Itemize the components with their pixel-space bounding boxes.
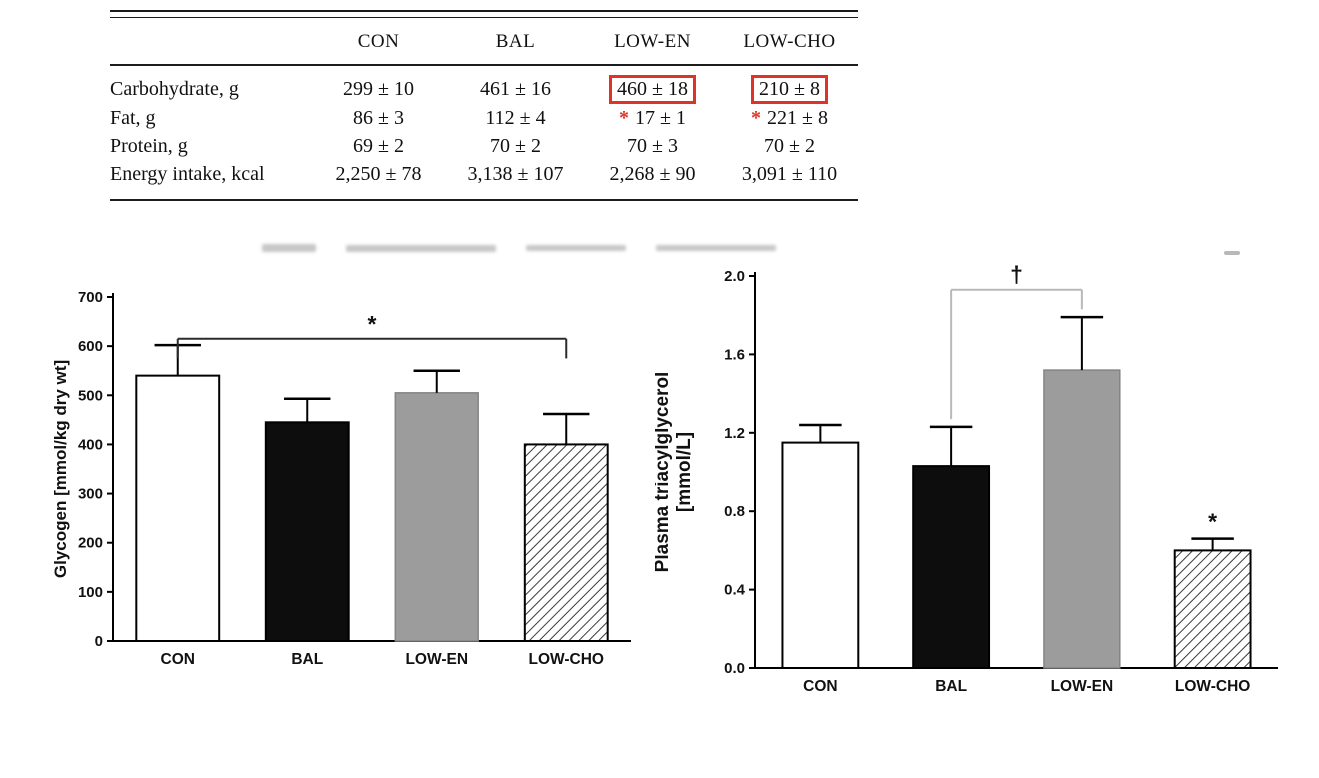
bar-BAL <box>912 465 991 669</box>
table-cell: 112 ± 4 <box>485 107 546 129</box>
x-tick-label-LOW-CHO: LOW-CHO <box>529 651 604 668</box>
y-tick-label: 1.2 <box>724 425 745 442</box>
table-cell: 210 ± 8 <box>721 75 858 104</box>
y-axis-label: [mmol/L] <box>674 432 695 512</box>
bar-LOW-CHO <box>1173 549 1252 669</box>
table-cell: 70 ± 2 <box>490 135 541 157</box>
cell-value: 17 ± 1 <box>635 107 686 129</box>
table-row-energy: Energy intake, kcal 2,250 ± 78 3,138 ± 1… <box>110 160 858 188</box>
bar-LOW-CHO <box>523 443 609 642</box>
table-cell: 3,138 ± 107 <box>467 163 564 185</box>
y-axis-label-group: Glycogen [mmol/kg dry wt] <box>51 360 70 578</box>
table-cell: 2,268 ± 90 <box>609 163 696 185</box>
significance-symbol: * <box>368 311 377 337</box>
column-header-bal: BAL <box>495 31 536 52</box>
table-cell: * 221 ± 8 <box>721 104 858 132</box>
table-cell: 461 ± 16 <box>480 78 551 100</box>
x-tick-label-CON: CON <box>803 678 837 695</box>
bar-CON <box>781 441 860 669</box>
row-label: Energy intake, kcal <box>110 163 265 185</box>
highlight-box: 210 ± 8 <box>751 75 828 104</box>
column-header-low-en: LOW-EN <box>614 31 691 52</box>
y-tick-label: 100 <box>78 584 103 601</box>
faded-caption-remnant <box>262 244 776 252</box>
significance-symbol: † <box>1010 262 1023 288</box>
table-cell: 299 ± 10 <box>343 78 414 100</box>
y-axis-label-group: Plasma triacylglycerol [mmol/L] <box>652 372 695 573</box>
row-label: Fat, g <box>110 107 156 129</box>
significance-asterisk: * <box>619 107 629 129</box>
glycogen-chart-svg: 0 100 200 300 400 500 600 700 Glycogen [mmol/kg … <box>51 289 631 668</box>
cell-value: 221 ± 8 <box>767 107 828 129</box>
table-cell: 3,091 ± 110 <box>741 163 838 185</box>
table-top-rule <box>110 10 858 18</box>
highlight-box: 460 ± 18 <box>609 75 696 104</box>
y-tick-label: 0.0 <box>724 660 745 677</box>
y-axis-label: Plasma triacylglycerol <box>655 372 673 573</box>
bar-annotation: * <box>1208 509 1217 535</box>
y-tick-label: 500 <box>78 387 103 404</box>
faded-text-mark <box>262 244 316 252</box>
y-tick-label: 0 <box>95 633 103 650</box>
table-cell: 460 ± 18 <box>584 75 721 104</box>
x-tick-label-LOW-EN: LOW-EN <box>405 651 468 668</box>
table-cell: 70 ± 3 <box>627 135 678 157</box>
y-tick-label: 1.6 <box>724 346 745 363</box>
row-label: Carbohydrate, g <box>110 78 239 100</box>
y-tick-label: 200 <box>78 535 103 552</box>
faded-text-mark <box>656 245 776 251</box>
y-tick-label: 2.0 <box>724 268 745 285</box>
y-tick-label: 0.8 <box>724 503 745 520</box>
column-header-con: CON <box>357 31 400 52</box>
table-cell: * 17 ± 1 <box>584 104 721 132</box>
bar-BAL <box>264 421 350 642</box>
bar-CON <box>135 374 221 642</box>
table-header-row: CON BAL LOW-EN LOW-CHO <box>110 18 858 66</box>
table-cell: 70 ± 2 <box>764 135 815 157</box>
x-tick-label-BAL: BAL <box>291 651 323 668</box>
table-cell: 86 ± 3 <box>353 107 404 129</box>
table-row-carbohydrate: Carbohydrate, g 299 ± 10 461 ± 16 460 ± … <box>110 75 858 104</box>
y-tick-label: 0.4 <box>724 582 746 599</box>
triacylglycerol-chart-svg: 0.0 0.4 0.8 1.2 1.6 2.0 Plasma triacylglycerol… <box>652 262 1278 695</box>
faded-text-mark <box>346 244 496 252</box>
y-tick-label: 600 <box>78 338 103 355</box>
bar-LOW-EN <box>394 392 479 642</box>
row-label: Protein, g <box>110 135 188 157</box>
table-cell: 69 ± 2 <box>353 135 404 157</box>
x-tick-label-LOW-EN: LOW-EN <box>1051 678 1114 695</box>
column-header-low-cho: LOW-CHO <box>743 31 836 52</box>
table-row-protein: Protein, g 69 ± 2 70 ± 2 70 ± 3 70 ± 2 <box>110 132 858 160</box>
y-axis-label: Glycogen [mmol/kg dry wt] <box>51 360 70 578</box>
faded-text-mark <box>526 245 626 251</box>
x-tick-label-LOW-CHO: LOW-CHO <box>1175 678 1250 695</box>
y-tick-label: 700 <box>78 289 103 306</box>
header-spacer <box>110 31 310 53</box>
y-tick-label: 300 <box>78 486 103 503</box>
table-cell: 2,250 ± 78 <box>335 163 422 185</box>
diet-composition-table: CON BAL LOW-EN LOW-CHO Carbohydrate, g 2… <box>110 10 858 201</box>
glycogen-chart: 0 100 200 300 400 500 600 700 Glycogen [mmol/kg … <box>45 263 645 708</box>
x-tick-label-BAL: BAL <box>935 678 967 695</box>
faded-text-mark <box>1224 251 1240 255</box>
table-row-fat: Fat, g 86 ± 3 112 ± 4 * 17 ± 1 * 221 ± 8 <box>110 104 858 132</box>
x-tick-label-CON: CON <box>161 651 195 668</box>
bar-LOW-EN <box>1043 369 1121 669</box>
y-tick-label: 400 <box>78 436 103 453</box>
significance-asterisk: * <box>751 107 761 129</box>
table-body: Carbohydrate, g 299 ± 10 461 ± 16 460 ± … <box>110 66 858 201</box>
triacylglycerol-chart: 0.0 0.4 0.8 1.2 1.6 2.0 Plasma triacylglycerol… <box>652 256 1300 731</box>
